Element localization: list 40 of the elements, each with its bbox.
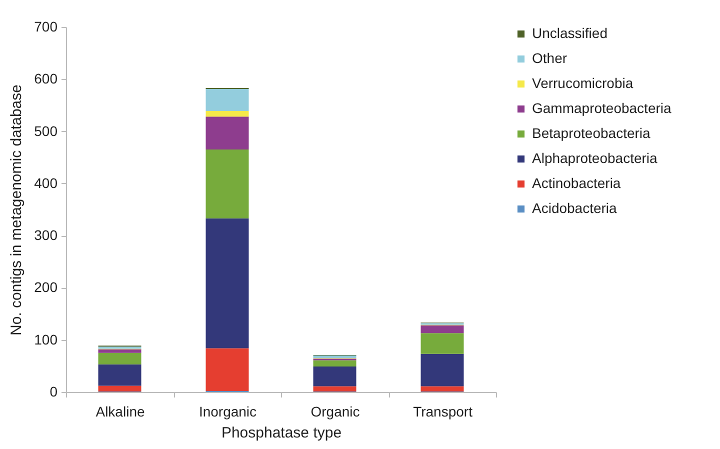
y-tick-label: 400 [34, 174, 58, 191]
bar [313, 360, 356, 366]
bar [206, 218, 249, 348]
bar [206, 116, 249, 150]
bar [98, 349, 142, 353]
bar [420, 386, 464, 392]
y-tick-label: 600 [34, 70, 58, 87]
legend-label: Verrucomicrobia [532, 75, 634, 91]
legend-label: Unclassified [532, 25, 608, 41]
bar [206, 110, 249, 117]
y-tick-label: 300 [34, 227, 58, 244]
x-axis-title: Phosphatase type [221, 424, 342, 442]
bar [313, 366, 356, 386]
legend-label: Gammaproteobacteria [532, 100, 672, 116]
y-tick-label: 100 [34, 331, 58, 348]
y-tick-label: 200 [34, 279, 58, 296]
y-tick-label: 700 [34, 18, 58, 34]
bar [98, 364, 142, 386]
bar [98, 386, 142, 392]
legend-label: Actinobacteria [532, 175, 621, 191]
bar [313, 386, 356, 392]
bar [420, 325, 464, 334]
legend-label: Acidobacteria [532, 200, 618, 216]
y-tick-label: 0 [50, 384, 58, 400]
x-tick-label: Transport [413, 404, 473, 420]
legend-label: Betaproteobacteria [532, 125, 651, 141]
bar [420, 333, 464, 354]
bar [313, 356, 356, 358]
bar [206, 89, 249, 111]
bar [420, 354, 464, 386]
y-tick-label: 500 [34, 122, 58, 139]
x-tick-label: Alkaline [96, 404, 145, 420]
x-tick-label: Organic [310, 404, 360, 420]
bar [206, 150, 249, 218]
bar [98, 352, 142, 364]
legend-label: Other [532, 50, 568, 66]
y-axis-title: No. contigs in metagenomic database [8, 84, 26, 336]
legend-label: Alphaproteobacteria [532, 150, 658, 166]
bar [206, 348, 249, 391]
x-tick-label: Inorganic [198, 404, 257, 420]
